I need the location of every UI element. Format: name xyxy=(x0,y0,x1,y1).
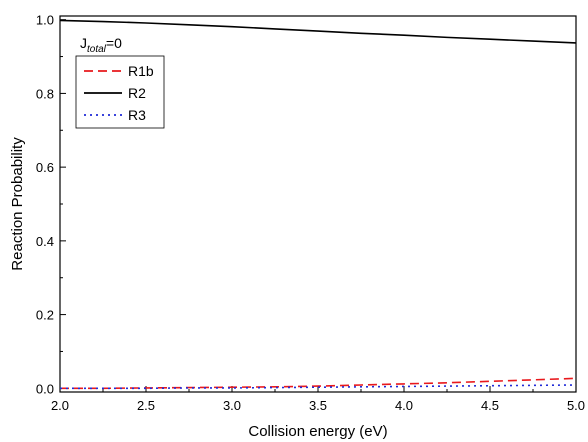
y-tick-label: 0.8 xyxy=(36,86,54,101)
legend-label-r1b: R1b xyxy=(128,63,154,79)
legend: R1b R2 R3 xyxy=(75,55,165,129)
y-tick-label: 0.2 xyxy=(36,308,54,323)
legend-label-r3: R3 xyxy=(128,107,146,123)
x-axis-title: Collision energy (eV) xyxy=(248,423,387,440)
x-tick-label: 3.5 xyxy=(309,398,327,413)
legend-box xyxy=(75,55,165,129)
x-tick-label: 2.5 xyxy=(137,398,155,413)
annotation-tail: =0 xyxy=(106,35,122,51)
x-tick-label: 4.0 xyxy=(395,398,413,413)
y-tick-label: 0.4 xyxy=(36,234,54,249)
x-tick-label: 4.5 xyxy=(481,398,499,413)
annotation-main: J xyxy=(80,35,87,51)
x-tick-label: 3.0 xyxy=(223,398,241,413)
legend-label-r2: R2 xyxy=(128,85,146,101)
x-tick-label: 2.0 xyxy=(51,398,69,413)
jtotal-annotation: Jtotal=0 xyxy=(80,35,122,55)
y-axis-title: Reaction Probability xyxy=(9,137,26,271)
axis-ticks: 2.0 2.5 3.0 3.5 4.0 4.5 5.0 0.0 0.2 0.4 0.6 0.8 1.0 xyxy=(36,13,585,413)
y-tick-label: 0.0 xyxy=(36,381,54,396)
x-tick-label: 5.0 xyxy=(567,398,585,413)
y-tick-label: 0.6 xyxy=(36,160,54,175)
series-line-r3 xyxy=(60,384,577,390)
series-lines xyxy=(59,19,577,390)
series-line-r2 xyxy=(59,19,577,44)
annotation-subscript: total xyxy=(87,44,107,55)
y-tick-label: 1.0 xyxy=(36,13,54,28)
